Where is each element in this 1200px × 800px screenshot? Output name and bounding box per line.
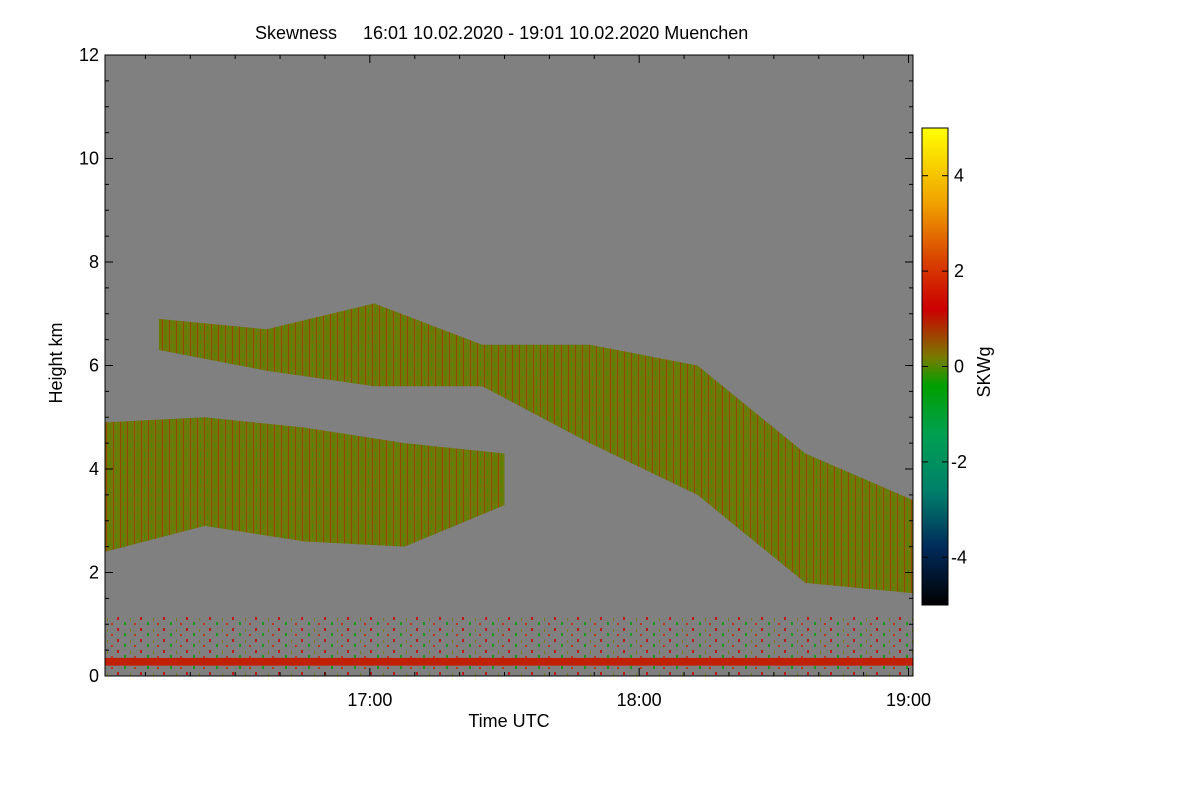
- chart-title-left: Skewness: [255, 23, 337, 43]
- colorbar-tick-label: 2: [954, 261, 964, 281]
- colorbar-tick-label: -4: [951, 547, 967, 567]
- cloud-layer-texture-1: [158, 303, 913, 594]
- y-tick-label: 8: [89, 252, 99, 272]
- y-axis: 0 2 4 6 8 10 12: [79, 45, 913, 686]
- colorbar-axis: 4 2 0 -2 -4: [922, 166, 967, 567]
- y-tick-label: 10: [79, 149, 99, 169]
- y-tick-label: 0: [89, 666, 99, 686]
- colorbar-label: SKWg: [974, 346, 994, 397]
- y-tick-label: 2: [89, 563, 99, 583]
- x-axis: 17:00 18:00 19:00: [144, 55, 931, 710]
- chart-title-right: 16:01 10.02.2020 - 19:01 10.02.2020 Muen…: [363, 23, 748, 43]
- y-tick-label: 6: [89, 356, 99, 376]
- x-tick-label: 17:00: [347, 690, 392, 710]
- y-tick-label: 12: [79, 45, 99, 65]
- colorbar-tick-label: -2: [951, 452, 967, 472]
- x-tick-label: 18:00: [617, 690, 662, 710]
- x-tick-label: 19:00: [886, 690, 931, 710]
- surface-clutter-band: [105, 657, 913, 666]
- cloud-layers: [105, 303, 913, 676]
- colorbar-tick-label: 0: [954, 357, 964, 377]
- y-axis-label: Height km: [46, 322, 66, 403]
- y-tick-label: 4: [89, 459, 99, 479]
- colorbar-tick-label: 4: [954, 166, 964, 186]
- x-axis-label: Time UTC: [468, 711, 549, 731]
- cloud-layer-texture-2: [105, 417, 505, 552]
- near-surface-noise: [105, 613, 913, 676]
